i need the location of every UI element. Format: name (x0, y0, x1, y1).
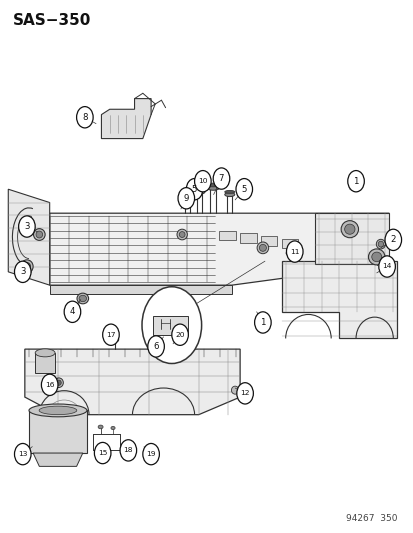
Text: 19: 19 (146, 451, 155, 457)
Text: 1: 1 (352, 177, 358, 185)
Circle shape (64, 301, 81, 322)
Ellipse shape (344, 224, 354, 235)
Text: 14: 14 (382, 263, 391, 270)
Ellipse shape (29, 404, 87, 417)
Ellipse shape (206, 185, 219, 190)
Circle shape (186, 179, 202, 200)
Polygon shape (8, 189, 50, 285)
Ellipse shape (206, 183, 219, 187)
Ellipse shape (23, 263, 31, 271)
FancyBboxPatch shape (260, 236, 277, 246)
Ellipse shape (231, 386, 238, 394)
Ellipse shape (111, 337, 119, 342)
Text: 11: 11 (290, 248, 299, 255)
Circle shape (213, 168, 229, 189)
Text: 5: 5 (191, 185, 197, 193)
Circle shape (235, 179, 252, 200)
Text: 18: 18 (123, 447, 133, 454)
Ellipse shape (33, 229, 45, 240)
Circle shape (14, 261, 31, 282)
Ellipse shape (98, 425, 103, 429)
Circle shape (171, 324, 188, 345)
Text: 10: 10 (198, 178, 207, 184)
Ellipse shape (224, 192, 234, 197)
Text: 17: 17 (106, 332, 115, 338)
Ellipse shape (39, 406, 77, 415)
Text: 8: 8 (82, 113, 88, 122)
Circle shape (194, 171, 211, 192)
Ellipse shape (35, 349, 55, 357)
Circle shape (236, 383, 253, 404)
Ellipse shape (368, 249, 384, 265)
FancyBboxPatch shape (35, 353, 55, 373)
Circle shape (254, 312, 271, 333)
Ellipse shape (183, 195, 192, 199)
Ellipse shape (111, 426, 115, 430)
Circle shape (102, 324, 119, 345)
Text: 1: 1 (259, 318, 265, 327)
Polygon shape (101, 99, 151, 139)
FancyBboxPatch shape (219, 231, 235, 240)
Text: 3: 3 (24, 222, 30, 231)
Circle shape (147, 336, 164, 357)
Ellipse shape (375, 239, 385, 249)
Ellipse shape (79, 295, 86, 302)
Circle shape (142, 287, 201, 364)
Text: 13: 13 (18, 451, 27, 457)
Ellipse shape (340, 221, 358, 238)
Ellipse shape (194, 188, 204, 191)
Circle shape (384, 229, 401, 251)
Text: 7: 7 (218, 174, 224, 183)
Ellipse shape (179, 231, 185, 238)
Text: 6: 6 (153, 342, 159, 351)
Ellipse shape (256, 242, 268, 254)
Text: 5: 5 (241, 185, 247, 193)
Ellipse shape (183, 193, 192, 196)
Text: 4: 4 (69, 308, 75, 316)
Ellipse shape (194, 190, 204, 194)
Polygon shape (281, 261, 396, 338)
Circle shape (378, 256, 394, 277)
Ellipse shape (285, 251, 293, 256)
FancyBboxPatch shape (29, 410, 87, 453)
Text: SAS−350: SAS−350 (12, 13, 90, 28)
Circle shape (286, 241, 302, 262)
Text: 9: 9 (183, 194, 188, 203)
Text: 20: 20 (175, 332, 184, 338)
Polygon shape (50, 285, 231, 294)
Ellipse shape (54, 378, 63, 387)
Ellipse shape (56, 380, 61, 385)
Text: 12: 12 (240, 390, 249, 397)
Ellipse shape (377, 241, 382, 247)
Circle shape (120, 440, 136, 461)
Circle shape (19, 216, 35, 237)
Ellipse shape (371, 252, 381, 262)
Text: 2: 2 (389, 236, 395, 244)
Polygon shape (33, 453, 83, 466)
Circle shape (347, 171, 363, 192)
Ellipse shape (77, 293, 88, 304)
Text: 15: 15 (98, 450, 107, 456)
Circle shape (14, 443, 31, 465)
Ellipse shape (175, 338, 180, 343)
Text: 16: 16 (45, 382, 54, 388)
Polygon shape (50, 213, 388, 285)
Text: 3: 3 (20, 268, 26, 276)
Ellipse shape (21, 260, 33, 273)
Ellipse shape (259, 244, 266, 251)
Circle shape (142, 443, 159, 465)
Polygon shape (25, 349, 240, 415)
Circle shape (94, 442, 111, 464)
Circle shape (178, 188, 194, 209)
Text: 94267  350: 94267 350 (345, 514, 396, 523)
Ellipse shape (176, 229, 187, 240)
Circle shape (41, 374, 58, 395)
FancyBboxPatch shape (281, 239, 297, 248)
FancyBboxPatch shape (240, 233, 256, 243)
FancyBboxPatch shape (153, 316, 188, 335)
Ellipse shape (224, 190, 234, 193)
Circle shape (76, 107, 93, 128)
Ellipse shape (36, 231, 43, 238)
Polygon shape (314, 213, 388, 264)
